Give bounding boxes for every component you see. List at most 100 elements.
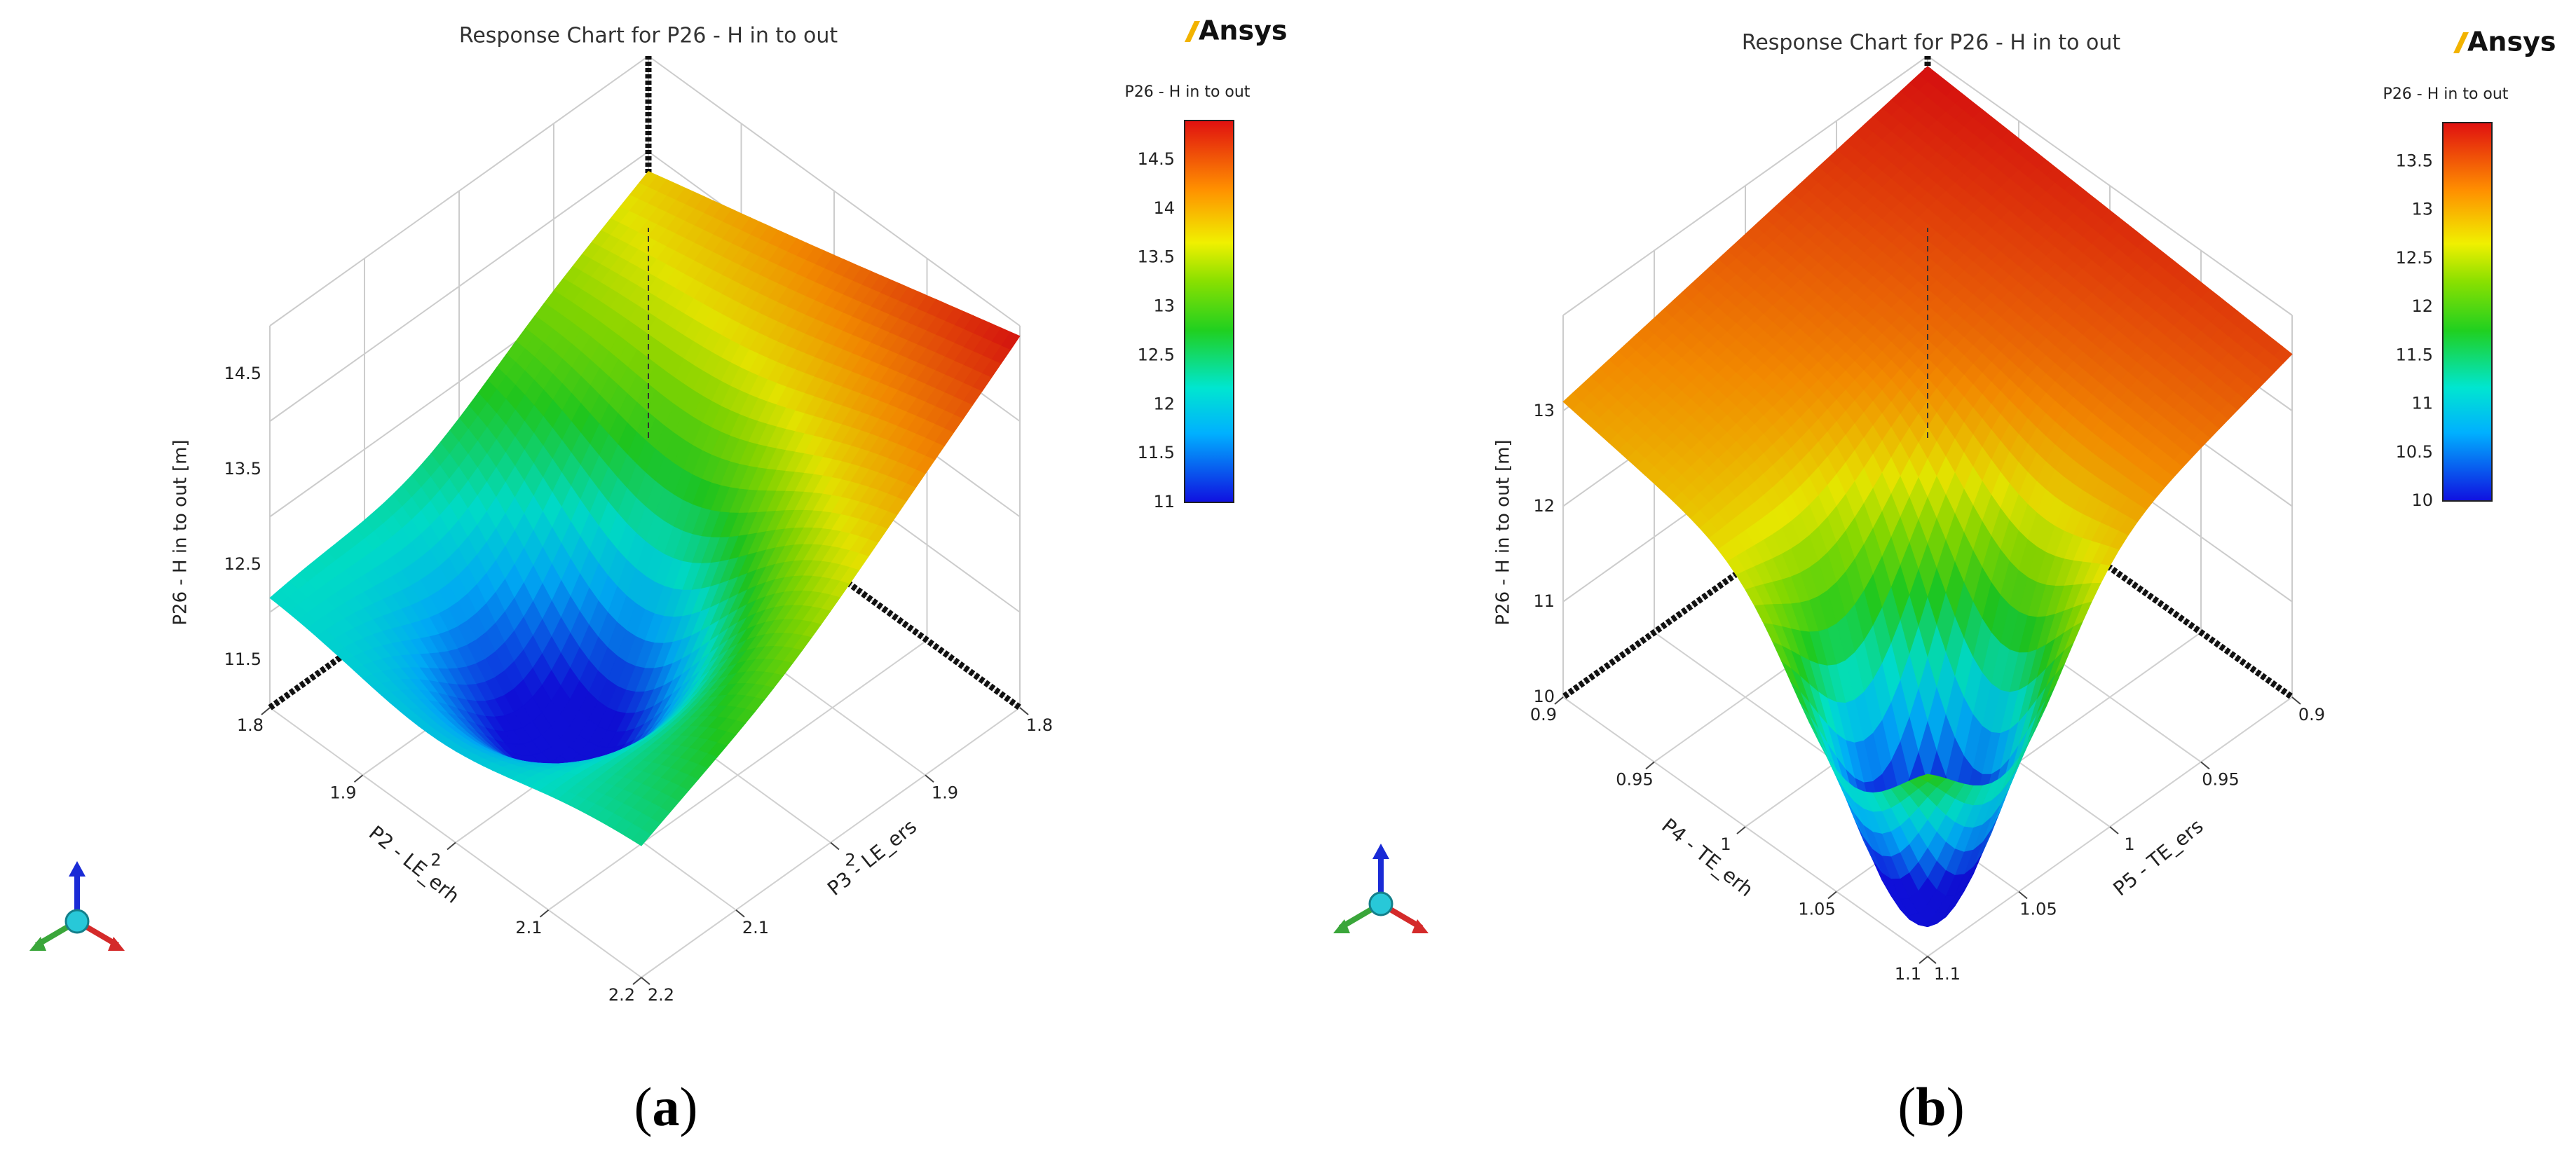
x-tick-label: 0.9 (1530, 705, 1557, 724)
subfigure-tag-a: a (652, 1076, 680, 1137)
y-tick-label: 1.05 (2019, 900, 2057, 919)
y-ticks: 0.9 0.95 1 1.05 1.1 (1927, 696, 2325, 984)
x-tick-label: 2.2 (608, 985, 635, 1005)
ansys-logo-text: Ansys (2467, 27, 2556, 57)
y-tick-label: 2 (845, 851, 855, 870)
x-tick-mark (539, 909, 550, 918)
triad-z-head (69, 861, 86, 877)
y-tick-label: 1.8 (1026, 715, 1053, 735)
z-ticks: 11.5 12.5 13.5 14.5 (224, 364, 261, 669)
x-tick-label: 1.1 (1895, 964, 1921, 984)
orientation-triad (29, 861, 125, 951)
y-ticks: 1.8 1.9 2 2.1 2.2 (641, 707, 1053, 1005)
x-tick-mark (632, 977, 642, 985)
response-surface (269, 171, 1021, 846)
triad-center (1368, 891, 1393, 916)
y-axis-title: P5 - TE_ers (2109, 814, 2208, 900)
x-tick-mark (261, 707, 271, 715)
y-tick-label: 1.9 (932, 783, 958, 802)
y-axis-title: P3 - LE_ers (823, 815, 921, 900)
surface-facet (1917, 774, 1938, 782)
colorbar-tick-label: 12 (1153, 394, 1175, 413)
triad-y-head (29, 937, 46, 951)
colorbar-tick-label: 13.5 (1138, 247, 1175, 267)
y-tick-mark (641, 977, 650, 985)
x-tick-label: 0.95 (1616, 770, 1653, 790)
colorbar-tick-label: 11.5 (1138, 443, 1175, 462)
x-tick-label: 1.9 (329, 783, 356, 802)
z-tick-label: 12.5 (224, 554, 261, 574)
colorbar-tick-label: 13 (1153, 296, 1175, 316)
triad-y-head (1333, 919, 1350, 933)
ansys-logo-mark (1185, 21, 1200, 42)
chart-title: Response Chart for P26 - H in to out (459, 24, 838, 48)
y-tick-mark (2018, 891, 2028, 900)
colorbar-tick-label: 13 (2411, 200, 2433, 219)
grid-line-z-wall (648, 55, 1021, 327)
y-tick-mark (1019, 707, 1029, 715)
x-tick-mark (447, 841, 456, 851)
y-tick-mark (830, 841, 840, 851)
colorbar-tick-label: 13.5 (2396, 151, 2433, 170)
ansys-logo-text: Ansys (1199, 15, 1287, 46)
colorbar-tick-label: 11.5 (2396, 345, 2433, 364)
response-surface (1562, 66, 2293, 928)
triad-x-head (108, 937, 125, 951)
subfigure-label-a: (a) (634, 1076, 698, 1137)
z-tick-label: 10 (1533, 687, 1555, 706)
z-axis-title: P26 - H in to out [m] (170, 439, 191, 625)
colorbar-tick-label: 12.5 (1138, 345, 1175, 364)
y-tick-label: 2.1 (742, 918, 769, 937)
z-tick-label: 11.5 (224, 650, 261, 669)
x-tick-mark (1645, 761, 1655, 770)
colorbar-title: P26 - H in to out (2383, 85, 2509, 103)
z-tick-label: 11 (1533, 591, 1555, 611)
x-tick-label: 1.8 (237, 715, 264, 735)
colorbar-tick-label: 10 (2411, 490, 2433, 510)
floor-grid-line (547, 639, 928, 911)
x-tick-label: 1 (1720, 834, 1731, 854)
y-axis-line (1926, 435, 2294, 700)
colorbar-tick-label: 11 (1153, 492, 1175, 511)
ansys-logo-mark (2453, 32, 2469, 53)
z-tick-label: 13.5 (224, 459, 261, 479)
surface-facet (632, 828, 652, 846)
colorbar-tick-label: 14 (1153, 198, 1175, 218)
grid-line-z-wall (1927, 55, 2293, 316)
y-tick-mark (735, 909, 745, 918)
z-tick-label: 14.5 (224, 364, 261, 383)
colorbar-title: P26 - H in to out (1125, 83, 1250, 101)
response-chart-b: Response Chart for P26 - H in to out Ansy… (1333, 27, 2556, 984)
x-axis-title: P4 - TE_erh (1657, 813, 1757, 901)
triad-center (64, 909, 90, 934)
chart-title: Response Chart for P26 - H in to out (1742, 31, 2121, 55)
grid-line-z-wall (269, 151, 649, 422)
triad-x-head (1412, 919, 1429, 933)
colorbar-tick-label: 10.5 (2396, 442, 2433, 462)
x-tick-mark (1554, 696, 1564, 705)
x-ticks: 1.8 1.9 2 2.1 2.2 (237, 707, 642, 1005)
x-tick-mark (353, 774, 364, 783)
subfigure-label-b: (b) (1897, 1076, 1965, 1137)
colorbar-ramp (2442, 122, 2493, 502)
response-chart-a: Response Chart for P26 - H in to out Ansy… (29, 15, 1287, 1005)
triad-z-head (1372, 844, 1389, 859)
x-tick-mark (1919, 956, 1928, 964)
ansys-logo: Ansys (2453, 27, 2556, 57)
x-tick-label: 2.1 (515, 918, 542, 937)
y-tick-mark (925, 774, 934, 783)
z-axis-title: P26 - H in to out [m] (1493, 439, 1514, 625)
y-tick-mark (2291, 696, 2301, 705)
y-tick-label: 0.95 (2202, 770, 2239, 790)
x-tick-label: 2 (430, 851, 441, 870)
y-tick-label: 2.2 (648, 985, 674, 1005)
z-tick-label: 12 (1533, 496, 1555, 516)
grid-line-z-wall (269, 55, 649, 327)
colorbar-tick-label: 11 (2411, 394, 2433, 413)
colorbar-tick-label: 14.5 (1138, 149, 1175, 169)
y-tick-label: 0.9 (2298, 705, 2325, 724)
y-tick-label: 1 (2124, 834, 2134, 854)
y-tick-mark (1927, 956, 1937, 964)
x-axis-title: P2 - LE_erh (364, 821, 464, 908)
